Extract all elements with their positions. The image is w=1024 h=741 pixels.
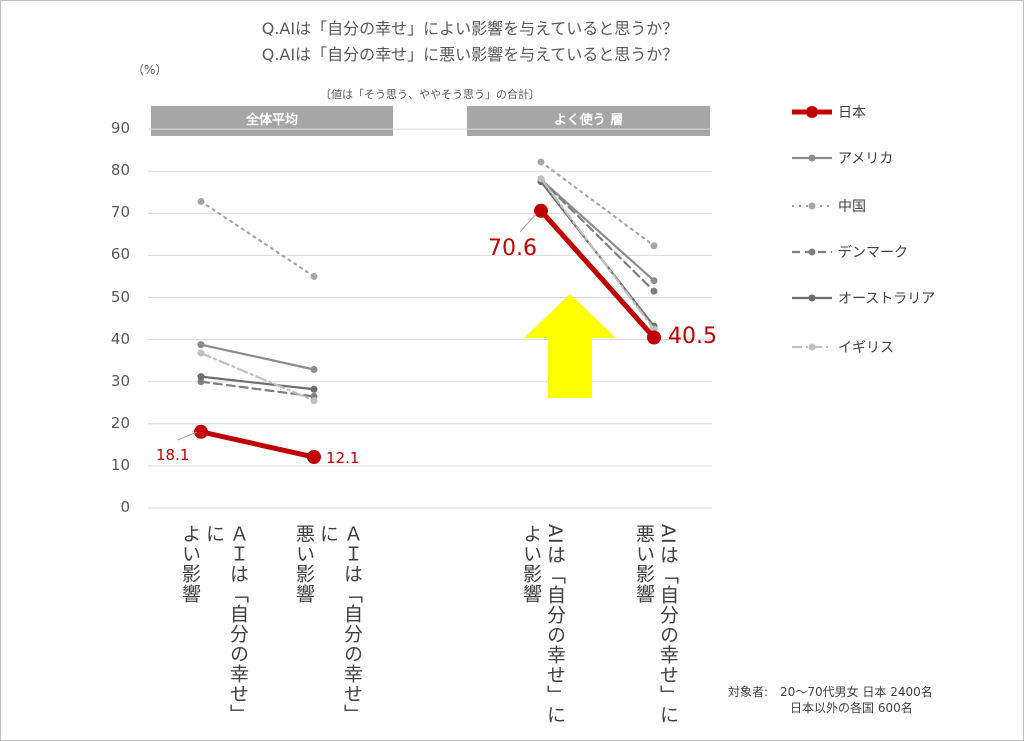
data-point-2-2 [537, 158, 545, 166]
legend-swatch [792, 294, 832, 302]
data-point-3-3 [650, 287, 658, 295]
y-tick-label: 80 [110, 161, 130, 180]
legend-item: デンマーク [790, 242, 908, 262]
data-point-4-1 [310, 385, 318, 393]
series-line-1 [539, 178, 656, 282]
series-line-4 [199, 375, 316, 391]
legend-item: イギリス [790, 337, 894, 357]
y-tick-label: 60 [110, 245, 130, 264]
legend-label: オーストラリア [838, 291, 936, 307]
data-point-1-1 [310, 365, 318, 373]
data-point-0-2 [534, 203, 548, 218]
data-point-1-0 [197, 341, 205, 349]
data-label: 18.1 [156, 446, 190, 464]
series-line-0 [198, 429, 317, 460]
y-tick-label: 70 [110, 203, 130, 222]
y-tick-label: 30 [110, 371, 130, 390]
data-point-0-0 [194, 424, 208, 439]
category-label-part: ＡＩは「自分の幸せ」に [203, 524, 249, 724]
y-tick-label: 10 [110, 455, 130, 474]
series-line-1 [199, 343, 316, 371]
y-tick-label: 50 [110, 287, 130, 306]
data-point-2-3 [650, 242, 658, 250]
legend-label: デンマーク [838, 245, 908, 261]
legend-label: イギリス [838, 340, 894, 356]
legend-item: オーストラリア [790, 288, 935, 308]
legend-swatch [792, 248, 832, 256]
y-tick-label: 40 [110, 329, 130, 348]
y-tick-label: 0 [120, 498, 130, 516]
category-label: ＡＩは「自分の幸せ」に よい影響 [178, 524, 250, 741]
category-label-part: よい影響 [520, 524, 542, 604]
category-label: AIは「自分の幸せ」に 悪い影響 [632, 524, 680, 725]
legend-swatch [792, 154, 832, 162]
label-leader-line [519, 213, 537, 233]
legend-swatch [792, 343, 832, 351]
up-arrow-icon [524, 294, 616, 398]
data-point-4-0 [197, 373, 205, 381]
category-label-part: AIは「自分の幸せ」に [657, 524, 679, 725]
legend-label: 日本 [838, 105, 866, 121]
y-tick-label: 20 [110, 413, 130, 432]
series-line-2 [539, 160, 656, 247]
legend-label: 中国 [838, 199, 866, 215]
group-band-frequent: よく使う 層 [467, 106, 710, 136]
data-point-0-3 [647, 330, 661, 345]
data-point-1-3 [650, 277, 658, 285]
category-label-part: 悪い影響 [633, 524, 655, 604]
category-label-part: ＡＩは「自分の幸せ」に [317, 524, 363, 724]
legend-swatch [792, 202, 832, 210]
category-label-part: AIは「自分の幸せ」に [544, 524, 566, 725]
group-band-overall: 全体平均 [151, 106, 393, 136]
legend-item: 中国 [790, 196, 866, 216]
data-label: 70.6 [488, 236, 537, 261]
series-line-5 [199, 351, 316, 402]
category-label: ＡＩは「自分の幸せ」に 悪い影響 [292, 524, 364, 741]
data-label: 40.5 [668, 324, 717, 349]
data-label: 12.1 [326, 449, 360, 467]
data-point-2-1 [310, 272, 318, 280]
data-point-5-1 [310, 397, 318, 405]
category-label-part: よい影響 [179, 524, 201, 604]
series-line-3 [539, 178, 656, 293]
value-note: 〔値は「そう思う、ややそう思う」の合計〕 [320, 88, 540, 101]
chart-title-line1: Q.AIは「自分の幸せ」によい影響を与えていると思うか？ [261, 19, 679, 38]
legend-swatch [792, 106, 832, 118]
series-line-2 [199, 200, 316, 278]
label-leader-line [177, 431, 198, 441]
data-point-0-1 [307, 450, 321, 465]
series-line-5 [539, 177, 656, 331]
legend-item: アメリカ [790, 148, 893, 168]
footnote-line1: 対象者: 20～70代男女 日本 2400名 [728, 685, 933, 699]
data-point-5-0 [197, 349, 205, 357]
data-point-2-0 [197, 198, 205, 206]
legend-item: 日本 [790, 102, 866, 122]
y-unit-label: （%） [132, 63, 168, 77]
series-line-3 [199, 380, 316, 398]
category-label: AIは「自分の幸せ」に よい影響 [519, 524, 567, 725]
data-point-5-2 [537, 175, 545, 183]
data-point-3-0 [197, 378, 205, 386]
category-label-part: 悪い影響 [293, 524, 315, 604]
series-line-0 [538, 208, 657, 340]
footnote-line2: 日本以外の各国 600名 [790, 701, 913, 715]
y-tick-label: 90 [110, 119, 130, 138]
chart-title-line2: Q.AIは「自分の幸せ」に悪い影響を与えていると思うか？ [261, 45, 679, 64]
legend-label: アメリカ [838, 151, 894, 167]
